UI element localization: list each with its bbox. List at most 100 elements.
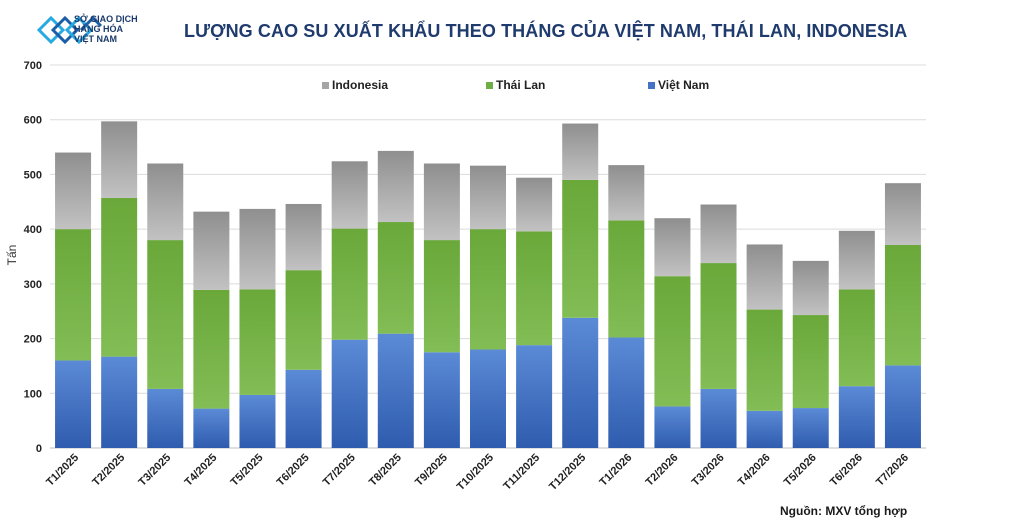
bar-thai-lan-t2-2026 [654,276,691,407]
x-tick-label: T11/2025 [501,452,542,493]
logo-line-3: VIỆT NAM [74,34,118,44]
legend-label-indonesia: Indonesia [332,78,388,92]
y-tick-label: 600 [24,115,42,127]
bar-thai-lan-t7-2026 [884,245,921,366]
bar-indonesia-t10-2025 [470,165,506,230]
bar-viet-nam-t7-2026 [884,365,921,448]
bar-indonesia-t1-2026 [608,165,645,221]
x-tick-label: T4/2025 [182,452,219,489]
bar-thai-lan-t8-2025 [377,222,414,334]
bar-thai-lan-t2-2025 [101,197,138,357]
bar-indonesia-t5-2026 [792,260,829,316]
bar-viet-nam-t4-2026 [746,410,783,448]
bar-thai-lan-t9-2025 [423,240,460,353]
x-tick-label: T6/2026 [828,452,865,489]
bar-thai-lan-t12-2025 [562,179,599,318]
source-note: Nguồn: MXV tổng hợp [780,504,908,518]
y-axis: 0 100 200 300 400 500 600 700 [24,60,42,455]
x-tick-label: T12/2025 [547,452,588,493]
y-tick-label: 500 [24,169,42,181]
logo-line-2: HÀNG HÓA [74,24,123,34]
bar-indonesia-t9-2025 [423,163,460,241]
bar-viet-nam-t2-2026 [654,406,691,448]
bar-viet-nam-t6-2025 [285,369,322,448]
bar-viet-nam-t5-2026 [792,408,829,448]
legend-swatch-viet-nam [648,82,655,89]
bar-indonesia-t7-2025 [331,161,368,229]
bar-thai-lan-t3-2025 [147,240,184,389]
bar-thai-lan-t6-2025 [285,270,322,370]
x-tick-label: T3/2025 [136,452,173,489]
chart-title: LƯỢNG CAO SU XUẤT KHẨU THEO THÁNG CỦA VI… [184,21,908,41]
bar-viet-nam-t11-2025 [516,345,553,448]
x-tick-label: T2/2026 [644,452,681,489]
bar-thai-lan-t3-2026 [700,263,737,389]
bar-indonesia-t4-2025 [193,211,230,290]
bar-indonesia-t6-2026 [838,230,875,290]
y-tick-label: 300 [24,279,42,291]
legend-label-viet-nam: Việt Nam [658,78,709,92]
bar-viet-nam-t3-2026 [700,388,737,448]
x-tick-label: T3/2026 [690,452,727,489]
bar-indonesia-t3-2025 [147,163,184,241]
x-axis: T1/2025 T2/2025 T3/2025 T4/2025 T5/2025 T6/20… [44,452,911,493]
legend: Indonesia Thái Lan Việt Nam [322,78,709,92]
bar-thai-lan-t4-2025 [193,289,230,409]
bar-indonesia-t2-2026 [654,218,691,277]
bar-viet-nam-t6-2026 [838,386,875,448]
bar-viet-nam-t1-2025 [55,360,92,448]
bar-indonesia-t3-2026 [700,204,737,264]
x-tick-label: T1/2025 [44,452,81,489]
bar-indonesia-t5-2025 [239,208,276,290]
bar-viet-nam-t12-2025 [562,317,599,448]
bar-indonesia-t1-2025 [55,152,92,230]
bar-viet-nam-t2-2025 [101,356,138,448]
y-axis-label: Tấn [5,245,19,266]
bar-indonesia-t2-2025 [101,121,138,198]
bar-thai-lan-t6-2026 [838,289,875,387]
bar-thai-lan-t4-2026 [746,309,783,411]
y-tick-label: 0 [36,443,42,455]
exchange-logo [36,15,103,45]
x-tick-label: T7/2025 [321,452,358,489]
bar-thai-lan-t5-2026 [792,315,829,409]
x-tick-label: T7/2026 [874,452,911,489]
y-tick-label: 100 [24,388,42,400]
bar-thai-lan-t10-2025 [470,229,506,350]
bar-viet-nam-t5-2025 [239,394,276,448]
x-tick-label: T4/2026 [736,452,773,489]
y-tick-label: 400 [24,224,42,236]
bar-viet-nam-t4-2025 [193,408,230,448]
bar-thai-lan-t5-2025 [239,289,276,395]
legend-swatch-indonesia [322,82,329,89]
bar-indonesia-t7-2026 [884,183,921,246]
bars [55,121,921,448]
x-tick-label: T5/2026 [782,452,819,489]
x-tick-label: T10/2025 [455,452,496,493]
legend-swatch-thai-lan [486,82,493,89]
bar-indonesia-t12-2025 [562,123,599,180]
bar-indonesia-t4-2026 [746,244,783,310]
x-tick-label: T2/2025 [90,452,127,489]
bar-viet-nam-t7-2025 [331,339,368,448]
logo-text: SỞ GIAO DỊCH HÀNG HÓA VIỆT NAM [74,14,138,44]
logo-line-1: SỞ GIAO DỊCH [74,14,138,24]
bar-viet-nam-t9-2025 [423,352,460,448]
y-tick-label: 200 [24,334,42,346]
bar-thai-lan-t7-2025 [331,228,368,340]
bar-indonesia-t6-2025 [285,203,322,271]
bar-viet-nam-t3-2025 [147,388,184,448]
bar-indonesia-t8-2025 [377,150,414,223]
y-tick-label: 700 [24,60,42,72]
logo-mark-icon [36,15,103,45]
bar-viet-nam-t10-2025 [470,349,506,448]
bar-indonesia-t11-2025 [516,177,553,232]
bar-thai-lan-t11-2025 [516,231,553,346]
x-tick-label: T5/2025 [229,452,266,489]
bar-viet-nam-t8-2025 [377,333,414,448]
bar-thai-lan-t1-2026 [608,220,645,338]
x-tick-label: T8/2025 [367,452,404,489]
legend-label-thai-lan: Thái Lan [496,78,545,92]
bar-viet-nam-t1-2026 [608,337,645,448]
